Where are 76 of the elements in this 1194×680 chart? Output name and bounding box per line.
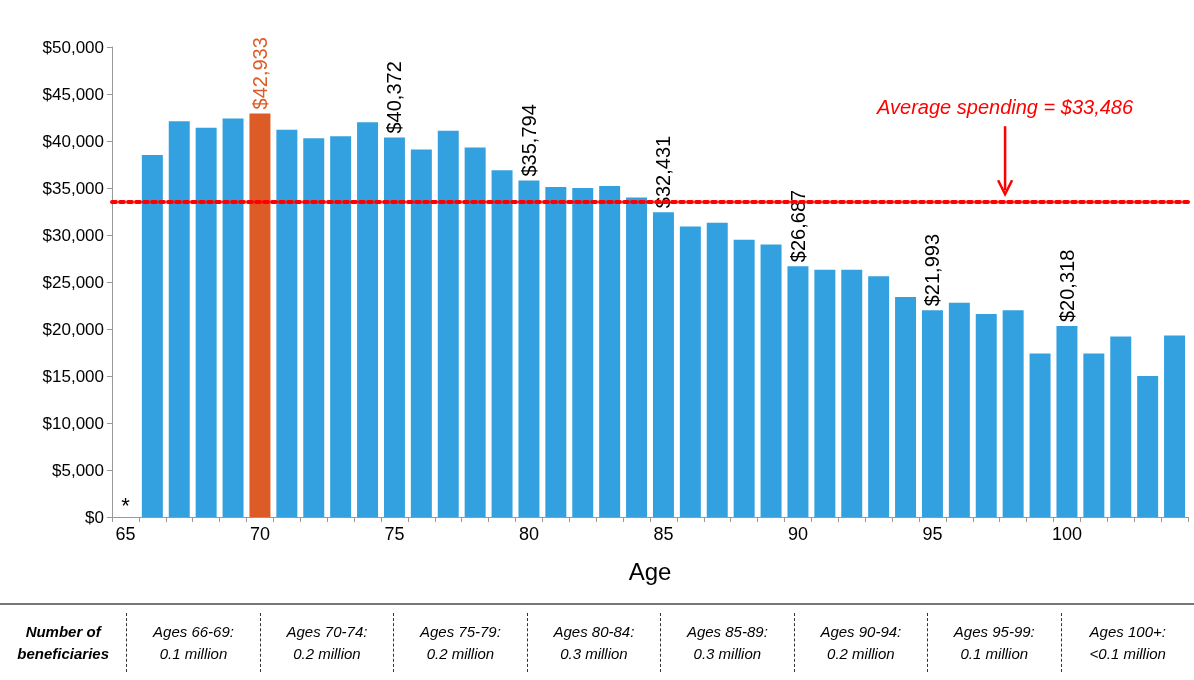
x-tick-label: 70: [249, 524, 270, 544]
bar: [168, 121, 190, 517]
bar: [1029, 353, 1051, 517]
bar: [330, 136, 352, 517]
bar: [357, 122, 379, 517]
y-tick-label: $5,000: [52, 460, 104, 480]
bar: [1137, 376, 1159, 517]
bar: [383, 137, 405, 517]
data-label: $42,933: [248, 37, 271, 110]
bar: [410, 149, 432, 517]
y-tick-label: $15,000: [42, 366, 104, 386]
bar: [464, 147, 486, 517]
bar: [841, 269, 863, 517]
bar: [437, 130, 459, 517]
bar: [599, 186, 621, 517]
data-label: $20,318: [1055, 249, 1078, 323]
x-tick-label: 80: [518, 524, 539, 544]
bar: [921, 310, 943, 517]
bar: [1083, 353, 1105, 517]
text: Ages 95-99: 0.1 million: [952, 621, 1036, 664]
data-label: $35,794: [517, 104, 540, 177]
data-label: $26,687: [786, 189, 809, 263]
bar: [222, 118, 244, 517]
text: Ages 90-94: 0.2 million: [819, 621, 903, 664]
bar: [249, 113, 271, 517]
y-tick-label: $20,000: [42, 319, 104, 339]
bar: [652, 212, 674, 517]
bar: [626, 197, 648, 517]
text: Ages 75-79: 0.2 million: [418, 621, 502, 664]
y-tick-label: $25,000: [42, 272, 104, 292]
x-axis-title: Age: [628, 557, 672, 585]
bar: [760, 244, 782, 517]
x-tick-label: 90: [787, 524, 808, 544]
y-tick-label: $40,000: [42, 131, 104, 151]
x-tick-label: 95: [922, 524, 943, 544]
bar: [141, 155, 163, 517]
bar: [518, 180, 540, 517]
data-label: $21,993: [921, 233, 944, 307]
text: Ages 80-84: 0.3 million: [552, 621, 636, 664]
y-tick-label: $0: [85, 507, 104, 527]
bar: [868, 276, 890, 517]
bar: [303, 138, 325, 517]
annotation: *: [121, 493, 131, 518]
x-tick-label: 85: [653, 524, 674, 544]
bar: [1002, 310, 1024, 517]
x-tick-label: 100: [1051, 524, 1082, 544]
text: Number of beneficiaries: [16, 621, 110, 664]
y-tick-label: $10,000: [42, 413, 104, 433]
bar: [1164, 335, 1186, 517]
bar: [276, 129, 298, 517]
bar: [1056, 326, 1078, 517]
bar: [948, 302, 970, 517]
y-tick-label: $30,000: [42, 225, 104, 245]
bar: [733, 239, 755, 517]
bar: [545, 187, 567, 517]
y-tick-label: $45,000: [42, 84, 104, 104]
bar: [814, 269, 836, 517]
bar: [895, 297, 917, 517]
y-tick-label: $35,000: [42, 178, 104, 198]
x-tick-label: 75: [384, 524, 405, 544]
x-tick-label: 65: [115, 524, 136, 544]
text: Ages 70-74: 0.2 million: [285, 621, 369, 664]
bar: [975, 313, 997, 517]
text: Ages 66-69: 0.1 million: [151, 621, 235, 664]
bar: [1110, 336, 1132, 517]
bar: [195, 127, 217, 517]
text: Ages 85-89: 0.3 million: [685, 621, 769, 664]
data-label: $40,372: [383, 61, 406, 134]
ref-line-label: Average spending = $33,486: [876, 96, 1134, 119]
bar: [787, 266, 809, 517]
bar: [679, 226, 701, 517]
bar: [572, 188, 594, 517]
bar: [491, 170, 513, 517]
bar: [706, 222, 728, 517]
y-tick-label: $50,000: [42, 37, 104, 57]
text: Ages 100+: <0.1 million: [1088, 621, 1167, 664]
